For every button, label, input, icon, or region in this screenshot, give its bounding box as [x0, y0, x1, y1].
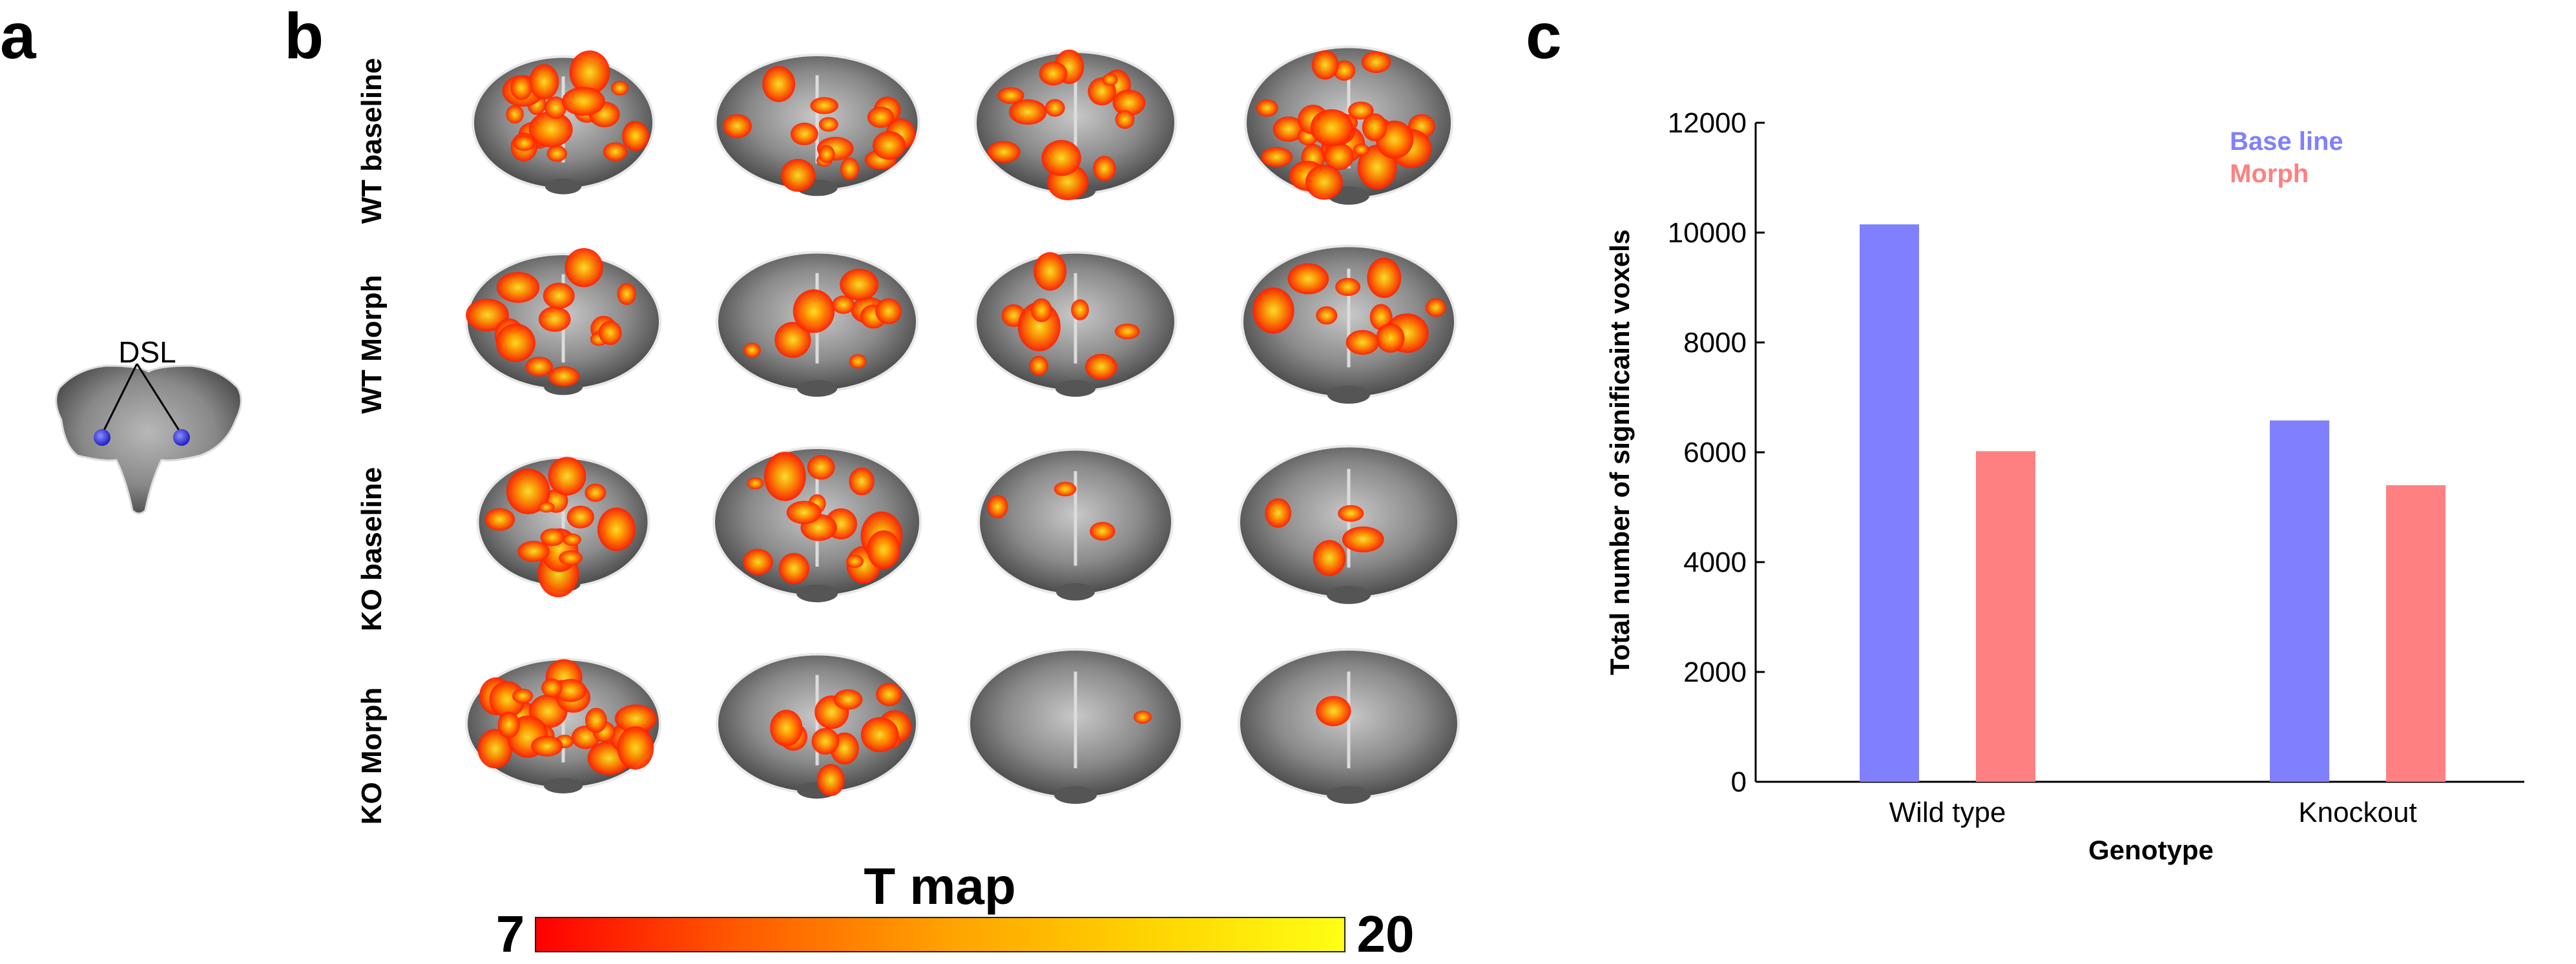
dsl-pointer-left [101, 363, 138, 435]
brain-slice-r1-c3 [974, 49, 1177, 200]
bar-morph-knockout [2386, 485, 2446, 782]
brain-slice-r2-c1 [465, 248, 661, 395]
bar-base-line-knockout [2270, 420, 2329, 782]
colorbar-max-label: 20 [1356, 905, 1415, 963]
bar-morph-wild-type [1976, 451, 2035, 782]
colorbar-min-label: 7 [495, 905, 525, 963]
y-tick-label: 10000 [1668, 217, 1747, 249]
y-tick-label: 8000 [1683, 327, 1747, 359]
y-tick-label: 4000 [1683, 547, 1747, 578]
colorbar-gradient [535, 917, 1345, 952]
panel-a-figure [55, 363, 242, 515]
brain-slice-r2-c2 [716, 251, 919, 397]
brain-slice-r4-c3 [968, 648, 1183, 804]
legend-entry-morph: Morph [2230, 160, 2309, 188]
brain-slice-r4-c2 [716, 653, 919, 799]
panel-a-brain-slice [55, 364, 242, 515]
y-tick-label: 2000 [1683, 656, 1747, 688]
bar-base-line-wild-type [1860, 224, 1919, 782]
row-label-wt-morph: WT Morph [356, 275, 388, 414]
colorbar-title: T map [864, 857, 1016, 915]
row-label-wt-baseline: WT baseline [356, 58, 388, 224]
legend-entry-base-line: Base line [2230, 127, 2343, 156]
y-tick-label: 12000 [1668, 107, 1747, 139]
brain-slice-r3-c2 [712, 446, 922, 603]
y-tick-label: 6000 [1683, 437, 1747, 468]
brain-slice-r2-c3 [974, 251, 1177, 397]
brain-slice-r1-c4 [1244, 45, 1453, 205]
brain-slice-r4-c1 [465, 658, 661, 793]
y-axis-title: Total number of significaint voxels [1605, 229, 1635, 675]
panel-label-b: b [284, 0, 324, 72]
brain-slice-r2-c4 [1241, 244, 1457, 404]
panel-label-c: c [1526, 0, 1562, 72]
brain-slice-r3-c4 [1238, 445, 1460, 604]
brain-slice-r3-c1 [476, 456, 650, 598]
brain-slice-r4-c4 [1238, 648, 1460, 804]
x-axis-title: Genotype [2088, 835, 2214, 865]
row-label-ko-baseline: KO baseline [356, 466, 388, 632]
dsl-pointer-right [136, 363, 183, 435]
brain-slice-r3-c3 [977, 448, 1174, 601]
dsl-marker-left [94, 429, 110, 446]
panel-label-a: a [0, 0, 36, 72]
dsl-marker-right [173, 429, 190, 446]
dsl-label: DSL [118, 335, 176, 369]
brain-slice-r1-c1 [472, 50, 655, 194]
x-tick-label: Knockout [2298, 797, 2416, 828]
y-tick-label: 0 [1731, 766, 1747, 798]
brain-slice-r1-c2 [714, 54, 920, 196]
row-label-ko-morph: KO Morph [356, 687, 388, 825]
x-tick-label: Wild type [1889, 797, 2006, 828]
panel-b-tmap-grid [465, 45, 1460, 804]
